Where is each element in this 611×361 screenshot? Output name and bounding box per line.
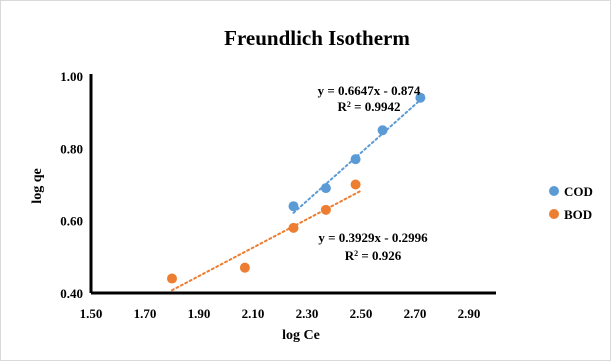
bod-data-point — [320, 204, 331, 215]
cod-equation: y = 0.6647x - 0.874 — [318, 83, 421, 98]
x-tick-label: 1.90 — [188, 306, 211, 321]
cod-data-point — [320, 183, 331, 194]
x-tick-label: 2.30 — [296, 306, 319, 321]
data-points — [167, 92, 426, 284]
bod-r2-prefix: R — [345, 248, 355, 263]
y-axis-label: log qe — [30, 168, 45, 203]
x-axis-label: log Ce — [282, 328, 320, 343]
bod-equation: y = 0.3929x - 0.2996 — [318, 230, 428, 245]
y-tick-label: 1.00 — [60, 69, 83, 84]
chart-title: Freundlich Isotherm — [224, 26, 410, 50]
legend-marker-bod — [549, 209, 559, 219]
x-tick-label: 1.50 — [80, 306, 103, 321]
legend-marker-cod — [549, 186, 559, 196]
legend-label-cod: COD — [564, 184, 593, 199]
cod-r2-suffix: = 0.9942 — [351, 99, 401, 114]
bod-data-point — [288, 222, 299, 233]
cod-data-point — [288, 201, 299, 212]
x-tick-label: 2.10 — [242, 306, 265, 321]
x-tick-label: 2.70 — [404, 306, 427, 321]
bod-data-point — [239, 262, 250, 273]
y-tick-label: 0.80 — [60, 141, 83, 156]
legend: COD BOD — [549, 184, 593, 222]
legend-label-bod: BOD — [564, 207, 592, 222]
bod-data-point — [167, 273, 177, 284]
y-tick-label: 0.60 — [60, 214, 83, 229]
x-tick-label: 1.70 — [134, 306, 157, 321]
y-tick-labels: 0.40 0.60 0.80 1.00 — [60, 69, 83, 301]
cod-r2-sup: 2 — [347, 100, 351, 109]
bod-r2-sup: 2 — [354, 249, 358, 258]
x-tick-label: 2.50 — [350, 306, 373, 321]
cod-data-point — [415, 92, 426, 103]
x-tick-labels: 1.50 1.70 1.90 2.10 2.30 2.50 2.70 2.90 — [80, 306, 481, 321]
x-tick-label: 2.90 — [458, 306, 481, 321]
bod-r-squared: R2 = 0.926 — [345, 248, 402, 263]
cod-r2-prefix: R — [337, 99, 347, 114]
cod-data-point — [350, 154, 361, 165]
bod-r2-suffix: = 0.926 — [358, 248, 402, 263]
y-tick-label: 0.40 — [60, 286, 83, 301]
bod-data-point — [350, 179, 361, 190]
cod-equation-label: y = 0.6647x - 0.874 R2 = 0.9942 — [318, 83, 421, 114]
bod-equation-label: y = 0.3929x - 0.2996 R2 = 0.926 — [318, 230, 428, 263]
cod-data-point — [377, 125, 388, 136]
cod-r-squared: R2 = 0.9942 — [337, 99, 400, 114]
